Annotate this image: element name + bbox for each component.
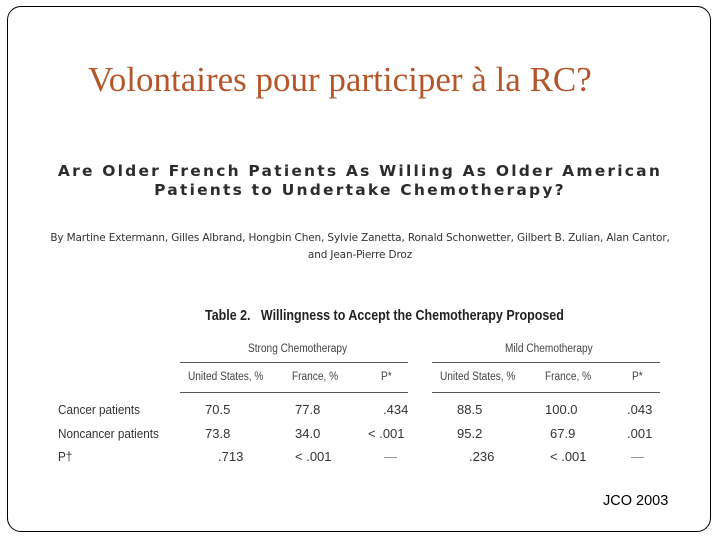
table-cell: < .001: [550, 449, 587, 464]
column-header: United States, %: [188, 371, 264, 383]
column-header: France, %: [545, 371, 592, 383]
slide-title: Volontaires pour participer à la RC?: [88, 60, 592, 99]
table-cell: .236: [469, 449, 495, 464]
column-header: P*: [632, 371, 643, 383]
table-cell: 34.0: [295, 426, 321, 441]
column-header: France, %: [292, 371, 339, 383]
row-label: Cancer patients: [58, 402, 140, 417]
source-citation: JCO 2003: [603, 493, 669, 509]
table-header-rule-strong: [180, 392, 408, 393]
group-header-mild: Mild Chemotherapy: [505, 343, 593, 355]
slide-frame: [7, 6, 711, 532]
group-header-strong: Strong Chemotherapy: [248, 343, 348, 355]
table-caption-number: Table 2.: [205, 308, 251, 324]
table-cell: 88.5: [457, 402, 483, 417]
table-cell: < .001: [295, 449, 332, 464]
table-cell: .001: [627, 426, 653, 441]
row-label: P†: [58, 449, 73, 464]
table-cell: 70.5: [205, 402, 231, 417]
column-header: P*: [381, 371, 392, 383]
article-title: Are Older French Patients As Willing As …: [40, 162, 680, 200]
table-cell: 77.8: [295, 402, 321, 417]
table-cell: < .001: [368, 426, 405, 441]
table-cell: 73.8: [205, 426, 231, 441]
table-caption-text: Willingness to Accept the Chemotherapy P…: [260, 308, 564, 324]
table-cell: —: [384, 449, 397, 464]
table-cell: 67.9: [550, 426, 576, 441]
table-top-rule-mild: [432, 362, 660, 363]
row-label: Noncancer patients: [58, 426, 159, 441]
table-cell: 95.2: [457, 426, 483, 441]
table-cell: .434: [383, 402, 409, 417]
authors-line-1: By Martine Extermann, Gilles Albrand, Ho…: [50, 232, 670, 244]
table-header-rule-mild: [432, 392, 660, 393]
article-authors: By Martine Extermann, Gilles Albrand, Ho…: [40, 230, 680, 264]
authors-line-2: and Jean-Pierre Droz: [307, 249, 413, 261]
article-title-line-1: Are Older French Patients As Willing As …: [57, 162, 663, 180]
table-cell: —: [631, 449, 644, 464]
table-top-rule-strong: [180, 362, 408, 363]
article-title-line-2: Patients to Undertake Chemotherapy?: [154, 181, 566, 199]
column-header: United States, %: [440, 371, 516, 383]
table-caption: Table 2. Willingness to Accept the Chemo…: [205, 308, 564, 324]
table-cell: 100.0: [545, 402, 578, 417]
table-cell: .043: [627, 402, 653, 417]
table-cell: .713: [218, 449, 244, 464]
